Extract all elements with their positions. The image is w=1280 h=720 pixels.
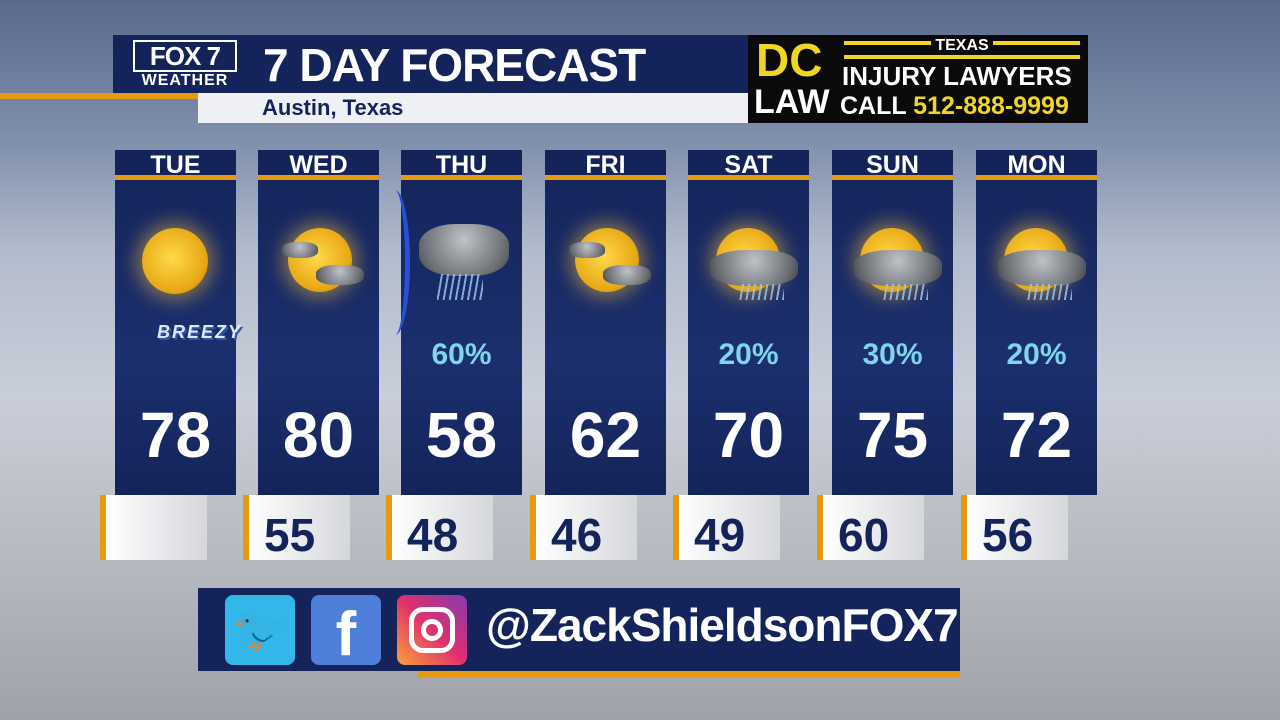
logo-subtext: WEATHER — [141, 72, 229, 89]
low-temp: 56 — [961, 495, 1068, 561]
breezy-label: BREEZY — [157, 322, 243, 342]
low-temp — [100, 495, 207, 560]
high-temp: 80 — [282, 399, 355, 471]
cloud-icon — [998, 250, 1086, 286]
day-column-thu: THU 60% 58 — [401, 150, 522, 495]
storm-cloud-icon — [419, 224, 509, 276]
rain-icon — [738, 284, 784, 300]
sun-icon — [142, 228, 208, 294]
fox7-weather-logo: FOX 7 WEATHER — [130, 40, 240, 92]
low-temp: 46 — [530, 495, 637, 561]
ad-call: CALL 512-888-9999 — [840, 91, 1069, 121]
cloud-icon — [282, 242, 318, 258]
day-label: SUN — [832, 150, 953, 180]
day-label: MON — [976, 150, 1097, 180]
social-handle: @ZackShieldsonFOX7 — [486, 599, 959, 651]
day-column-sun: SUN 30% 75 — [832, 150, 953, 495]
ad-brand-law: LAW — [754, 83, 830, 121]
day-label: TUE — [115, 150, 236, 180]
rain-icon — [437, 274, 483, 300]
high-temp: 70 — [712, 399, 785, 471]
precip-chance: 20% — [718, 338, 779, 371]
low-temp: 48 — [386, 495, 493, 561]
social-bar: 🐦 f @ZackShieldsonFOX7 — [198, 588, 960, 677]
low-temp: 60 — [817, 495, 924, 561]
location-bar — [198, 93, 748, 123]
ad-state-text: TEXAS — [931, 37, 993, 54]
rain-icon — [1026, 284, 1072, 300]
page-title: 7 DAY FORECAST — [263, 39, 646, 91]
accent-line — [0, 93, 198, 99]
ad-phone: 512-888-9999 — [913, 92, 1069, 120]
cloud-icon — [316, 265, 364, 285]
low-temp: 55 — [243, 495, 350, 561]
high-temp: 72 — [1000, 399, 1073, 471]
ad-state: TEXAS — [844, 37, 1080, 59]
ad-tagline: INJURY LAWYERS — [842, 61, 1072, 91]
high-temp: 75 — [856, 399, 929, 471]
low-temp: 49 — [673, 495, 780, 561]
precip-chance: 60% — [431, 338, 492, 371]
day-column-fri: FRI 62 — [545, 150, 666, 495]
day-column-wed: WED 80 — [258, 150, 379, 495]
sponsor-ad: DC LAW TEXAS INJURY LAWYERS CALL 512-888… — [748, 35, 1088, 123]
precip-chance: 20% — [1006, 338, 1067, 371]
day-label: THU — [401, 150, 522, 180]
ad-brand-dc: DC — [756, 34, 823, 86]
facebook-icon: f — [311, 595, 381, 669]
high-temp: 58 — [425, 399, 498, 471]
instagram-icon — [397, 595, 467, 665]
cloud-icon — [569, 242, 605, 258]
day-column-tue: TUE BREEZY 78 — [115, 150, 240, 495]
day-label: SAT — [688, 150, 809, 180]
location-label: Austin, Texas — [262, 95, 404, 120]
accent-line — [418, 671, 960, 677]
header-bar — [113, 35, 748, 93]
cloud-icon — [710, 250, 798, 286]
day-column-sat: SAT 20% 70 — [688, 150, 809, 495]
day-label: FRI — [545, 150, 666, 180]
precip-chance: 30% — [862, 338, 923, 371]
twitter-icon: 🐦 — [225, 595, 295, 665]
day-column-mon: MON 20% 72 — [976, 150, 1097, 495]
logo-text: FOX 7 — [133, 40, 237, 72]
high-temp: 78 — [139, 399, 212, 471]
rain-icon — [882, 284, 928, 300]
cloud-icon — [603, 265, 651, 285]
cloud-icon — [854, 250, 942, 286]
ad-call-label: CALL — [840, 92, 907, 120]
day-label: WED — [258, 150, 379, 180]
cold-front-icon — [380, 190, 410, 335]
high-temp: 62 — [569, 399, 642, 471]
